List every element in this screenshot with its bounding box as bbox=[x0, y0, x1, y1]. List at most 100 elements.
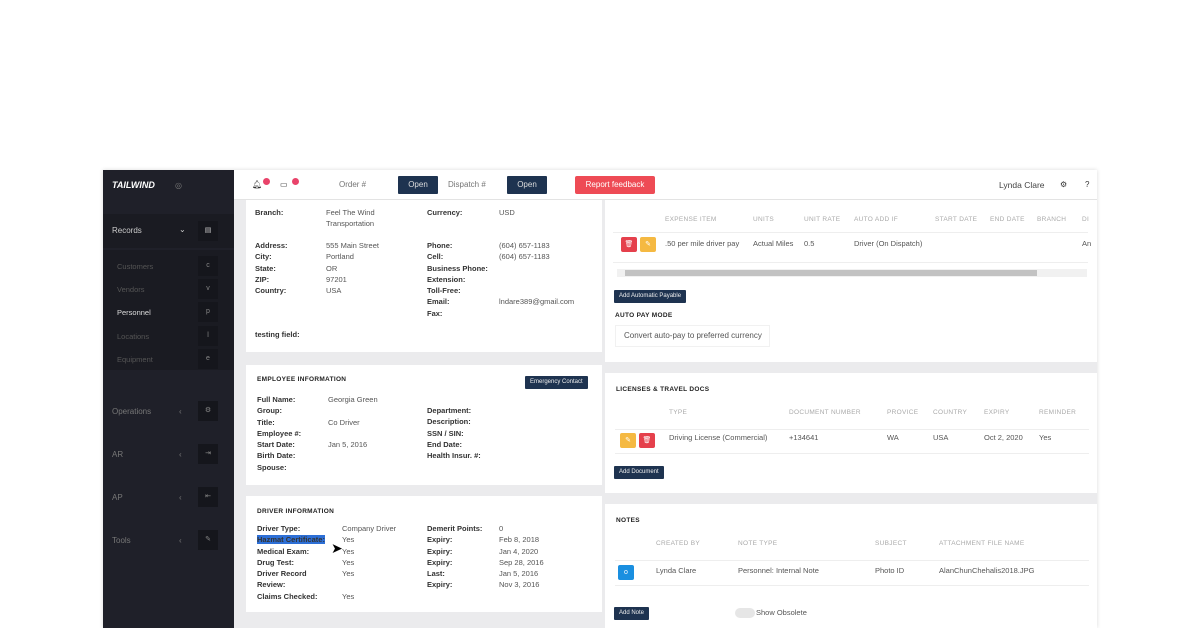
column-header: COUNTRY bbox=[933, 409, 968, 416]
field-row: Title: Co Driver bbox=[257, 417, 427, 428]
column-header: REMINDER bbox=[1039, 409, 1077, 416]
field-value: Portland bbox=[326, 252, 354, 262]
field-value: Jan 5, 2016 bbox=[499, 569, 539, 579]
field-value: Yes bbox=[342, 546, 355, 556]
field-label: Start Date: bbox=[257, 440, 295, 450]
sidebar-item-ar[interactable]: AR ‹ bbox=[112, 450, 182, 459]
collapse-icon[interactable]: ◎ bbox=[175, 181, 182, 190]
field-value: OR bbox=[326, 263, 338, 273]
column-header: BRANCH bbox=[1037, 216, 1067, 223]
field-value: Jan 5, 2016 bbox=[328, 440, 368, 450]
label: Locations bbox=[117, 332, 150, 341]
wrench-icon: ✎ bbox=[198, 530, 218, 550]
field-label: Country: bbox=[255, 286, 287, 296]
label: Personnel bbox=[117, 308, 151, 317]
field-label: Business Phone: bbox=[427, 263, 488, 273]
driver-card: DRIVER INFORMATION Driver Type: Company D… bbox=[246, 496, 602, 612]
sidebar-item-ap[interactable]: AP ‹ bbox=[112, 493, 182, 502]
field-label: Last: bbox=[427, 569, 445, 579]
field-row: Employee #: bbox=[257, 428, 427, 439]
field-label: Address: bbox=[255, 241, 288, 250]
sidebar-item-operations[interactable]: Operations ‹ bbox=[112, 407, 182, 416]
column-header: DOCUMENT NUMBER bbox=[789, 409, 861, 416]
field-label: SSN / SIN: bbox=[427, 428, 464, 438]
field-label: Expiry: bbox=[427, 580, 453, 590]
field-label: Health Insur. #: bbox=[427, 451, 481, 461]
message-icon[interactable]: ▭ bbox=[280, 180, 288, 189]
field-label: End Date: bbox=[427, 439, 463, 449]
field-label: Medical Exam: bbox=[257, 546, 310, 556]
gear-icon[interactable]: ⚙ bbox=[1060, 180, 1068, 189]
chevron-left-icon: ‹ bbox=[179, 493, 182, 502]
field-row: Expiry: Jan 4, 2020 bbox=[427, 546, 597, 557]
label: Operations bbox=[112, 407, 152, 416]
field-row: Address: 555 Main Street bbox=[255, 240, 425, 251]
table-cell: +134641 bbox=[789, 433, 819, 442]
field-row: Business Phone: bbox=[427, 263, 602, 274]
field-value: 555 Main Street bbox=[326, 241, 379, 250]
field-row: Cell: (604) 657-1183 bbox=[427, 251, 602, 262]
field-value: USA bbox=[326, 286, 342, 296]
driver-fields: Driver Type: Company Driver Hazmat Certifi… bbox=[257, 523, 427, 602]
add-document-button[interactable]: Add Document bbox=[614, 466, 664, 479]
key-icon: e bbox=[198, 349, 218, 369]
field-value: Company Driver bbox=[342, 524, 397, 533]
edit-button[interactable]: ✎ bbox=[640, 237, 656, 252]
field-row: Driver Record Review: Yes bbox=[257, 568, 427, 591]
chevron-left-icon: ‹ bbox=[179, 450, 182, 459]
field-label: Full Name: bbox=[257, 395, 296, 404]
report-feedback-button[interactable]: Report feedback bbox=[575, 176, 655, 194]
ar-icon: ⇥ bbox=[198, 444, 218, 464]
column-header: TYPE bbox=[669, 409, 688, 416]
chevron-down-icon: ⌄ bbox=[179, 225, 186, 234]
order-input[interactable] bbox=[333, 176, 395, 194]
user-name[interactable]: Lynda Clare bbox=[999, 180, 1045, 190]
branch-value: Feel The Wind Transportation bbox=[326, 208, 375, 229]
help-button[interactable]: ? bbox=[1085, 180, 1090, 189]
table-cell: USA bbox=[933, 433, 949, 442]
id-card-icon: ▤ bbox=[198, 221, 218, 241]
label: AR bbox=[112, 450, 124, 459]
column-header: EXPENSE ITEM bbox=[665, 216, 717, 223]
view-note-button[interactable]: o bbox=[618, 565, 634, 580]
horizontal-scrollbar[interactable] bbox=[617, 269, 1087, 277]
payables-card: EXPENSE ITEM UNITS UNIT RATE AUTO ADD IF STA… bbox=[605, 200, 1097, 362]
delete-button[interactable]: 🗑︎ bbox=[639, 433, 655, 448]
employee-card: EMPLOYEE INFORMATION Emergency Contact F… bbox=[246, 365, 602, 485]
chevron-left-icon: ‹ bbox=[179, 407, 182, 416]
open-order-button[interactable]: Open bbox=[398, 176, 438, 194]
open-dispatch-button[interactable]: Open bbox=[507, 176, 547, 194]
field-value: Jan 4, 2020 bbox=[499, 546, 539, 556]
table-cell: An bbox=[1082, 239, 1092, 248]
sidebar-item-tools[interactable]: Tools ‹ bbox=[112, 536, 182, 545]
table-cell: Driving License (Commercial) bbox=[669, 433, 768, 442]
field-label: Expiry: bbox=[427, 535, 453, 545]
field-label: City: bbox=[255, 252, 272, 262]
field-label: Employee #: bbox=[257, 428, 302, 438]
field-row: Toll-Free: bbox=[427, 285, 602, 296]
field-label: Driver Record Review: bbox=[257, 569, 307, 590]
show-obsolete-toggle[interactable] bbox=[735, 608, 755, 618]
label: AP bbox=[112, 493, 123, 502]
add-automatic-payable-button[interactable]: Add Automatic Payable bbox=[614, 290, 687, 303]
field-row: State: OR bbox=[255, 263, 425, 274]
dispatch-input[interactable] bbox=[442, 176, 504, 194]
field-row: ZIP: 97201 bbox=[255, 274, 425, 285]
edit-button[interactable]: ✎ bbox=[620, 433, 636, 448]
field-value: Yes bbox=[342, 569, 355, 579]
table-cell: Driver (On Dispatch) bbox=[854, 239, 923, 248]
table-cell: Actual Miles bbox=[753, 239, 794, 248]
currency-value: USD bbox=[499, 208, 515, 217]
delete-button[interactable]: 🗑︎ bbox=[621, 237, 637, 252]
field-value: (604) 657-1183 bbox=[499, 241, 550, 250]
field-row: Claims Checked: Yes bbox=[257, 591, 427, 602]
notes-card: NOTES CREATED BY NOTE TYPE SUBJECT ATTACHME… bbox=[605, 504, 1097, 628]
add-note-button[interactable]: Add Note bbox=[614, 607, 650, 620]
sidebar-records[interactable]: Records ⌄ ▤ bbox=[103, 214, 234, 248]
bell-icon[interactable]: 🔔︎ bbox=[252, 180, 263, 189]
records-label: Records bbox=[112, 226, 142, 235]
emergency-contact-button[interactable]: Emergency Contact bbox=[525, 376, 588, 389]
table-cell: Yes bbox=[1039, 433, 1052, 442]
field-row: Hazmat Certificate: Yes bbox=[257, 534, 427, 545]
auto-pay-mode-select[interactable]: Convert auto-pay to preferred currency bbox=[615, 325, 770, 347]
